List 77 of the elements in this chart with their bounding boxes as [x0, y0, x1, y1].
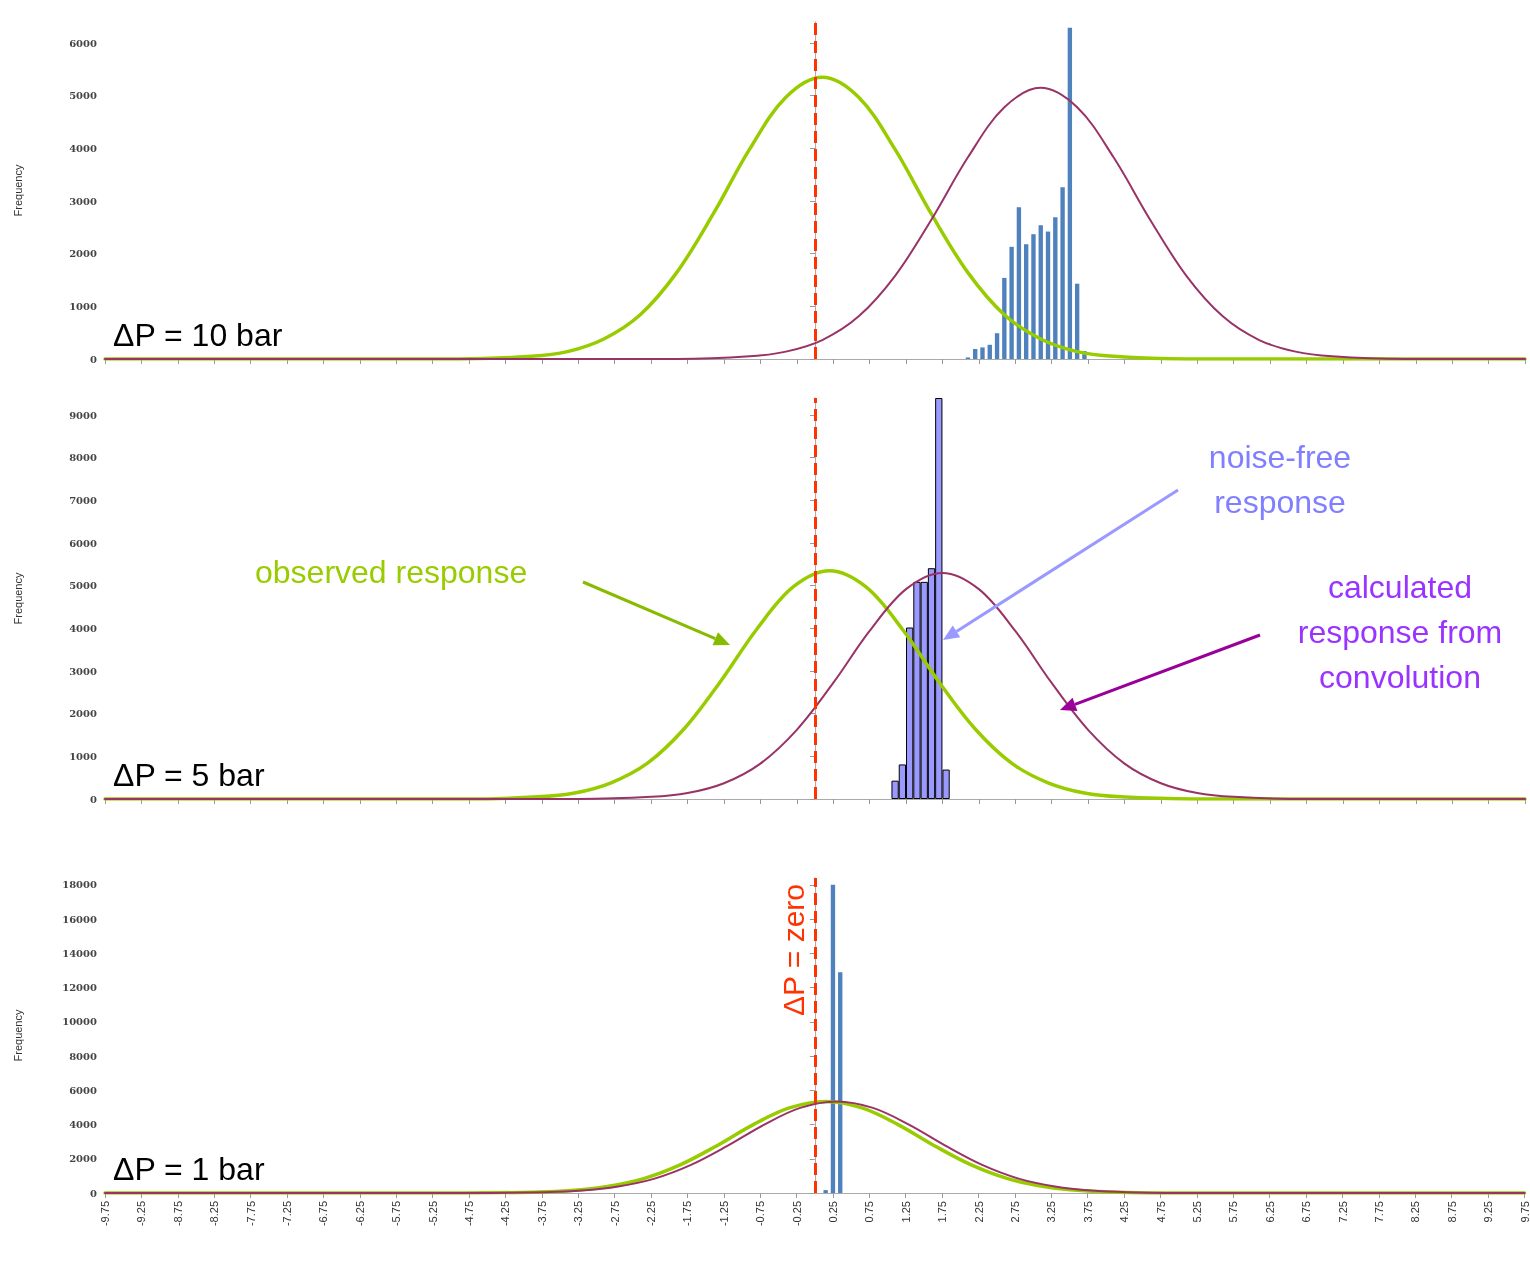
x-tick-label: 6.75 — [1300, 1201, 1313, 1223]
y-tick-label: 8000 — [69, 452, 98, 464]
x-tick-label: -0.25 — [790, 1201, 803, 1227]
x-tick-label: -8.25 — [208, 1201, 221, 1227]
y-tick-label: 1000 — [69, 750, 98, 762]
y-tick-label: 0 — [90, 793, 98, 805]
annotation: ΔP = 1 bar — [113, 1151, 265, 1188]
x-tick-label: 7.25 — [1336, 1201, 1349, 1223]
x-tick-label: -7.25 — [280, 1201, 293, 1227]
x-tick-label: 1.75 — [936, 1201, 949, 1223]
y-tick-label: 10000 — [62, 1016, 98, 1028]
x-tick-label: -9.75 — [99, 1201, 111, 1227]
x-tick-label: -5.75 — [390, 1201, 403, 1227]
x-tick-label: 6.25 — [1263, 1201, 1276, 1223]
y-tick-label: 16000 — [62, 913, 98, 925]
y-tick-label: 7000 — [69, 494, 98, 506]
y-tick-label: 2000 — [69, 248, 98, 260]
x-tick-label: 9.25 — [1482, 1201, 1495, 1223]
x-tick-label: -4.75 — [462, 1201, 475, 1227]
annotation: observed response — [255, 553, 528, 592]
x-tick-label: 5.75 — [1227, 1201, 1240, 1223]
x-tick-label: -2.75 — [608, 1201, 621, 1227]
x-tick-label: 0.25 — [826, 1201, 839, 1223]
x-tick-label: -2.25 — [644, 1201, 657, 1227]
y-tick-label: 4000 — [69, 622, 98, 634]
x-tick-label: 2.75 — [1008, 1201, 1021, 1223]
y-tick-label: 2000 — [69, 1153, 98, 1165]
x-tick-label: 8.75 — [1445, 1201, 1458, 1223]
x-tick-label: -6.75 — [317, 1201, 330, 1227]
x-tick-label: -4.25 — [499, 1201, 512, 1227]
x-tick-label: 7.75 — [1372, 1201, 1385, 1223]
x-tick-label: 0.75 — [863, 1201, 876, 1223]
y-tick-label: 5000 — [69, 580, 98, 592]
y-tick-label: 18000 — [62, 879, 98, 891]
y-tick-label: 9000 — [69, 409, 98, 421]
y-tick-label: 1000 — [69, 300, 98, 312]
y-tick-label: 5000 — [69, 90, 98, 102]
y-tick-label: 3000 — [69, 195, 98, 207]
y-tick-label: 6000 — [69, 37, 98, 49]
ref-line-label: ΔP = zero — [777, 884, 811, 1017]
x-tick-label: 3.25 — [1045, 1201, 1058, 1223]
x-tick-label: 2.25 — [972, 1201, 985, 1223]
x-tick-label: 5.25 — [1190, 1201, 1203, 1223]
x-tick-label: -7.75 — [244, 1201, 257, 1227]
annotation: ΔP = 10 bar — [113, 317, 283, 354]
y-tick-label: 3000 — [69, 665, 98, 677]
x-tick-label: 3.75 — [1081, 1201, 1094, 1223]
y-axis-title: Frequency — [11, 1009, 24, 1062]
y-tick-label: 0 — [90, 1187, 98, 1199]
y-axis-title: Frequency — [11, 164, 24, 217]
y-tick-label: 2000 — [69, 708, 98, 720]
x-tick-label: -1.75 — [681, 1201, 694, 1227]
x-tick-label: -6.25 — [353, 1201, 366, 1227]
annotation: calculated response from convolution — [1296, 568, 1504, 697]
x-tick-label: -9.25 — [135, 1201, 148, 1227]
x-tick-label: -3.25 — [572, 1201, 585, 1227]
x-tick-label: 9.75 — [1518, 1201, 1530, 1223]
x-tick-label: -3.75 — [535, 1201, 548, 1227]
y-tick-label: 4000 — [69, 1119, 98, 1131]
y-tick-label: 8000 — [69, 1050, 98, 1062]
x-tick-label: 8.25 — [1409, 1201, 1422, 1223]
x-tick-label: -8.75 — [171, 1201, 184, 1227]
y-tick-label: 14000 — [62, 947, 98, 959]
y-tick-label: 12000 — [62, 982, 98, 994]
x-tick-label: -0.75 — [754, 1201, 767, 1227]
x-tick-label: 4.75 — [1154, 1201, 1167, 1223]
y-tick-label: 6000 — [69, 537, 98, 549]
y-tick-label: 4000 — [69, 142, 98, 154]
y-tick-label: 6000 — [69, 1084, 98, 1096]
x-tick-label: -5.25 — [426, 1201, 439, 1227]
x-tick-label: 1.25 — [899, 1201, 912, 1223]
annotation: ΔP = 5 bar — [113, 757, 265, 794]
y-axis-title: Frequency — [11, 572, 24, 625]
x-tick-label: 4.25 — [1118, 1201, 1131, 1223]
annotation: noise-free response — [1207, 438, 1353, 522]
y-tick-label: 0 — [90, 353, 98, 365]
x-tick-label: -1.25 — [717, 1201, 730, 1227]
